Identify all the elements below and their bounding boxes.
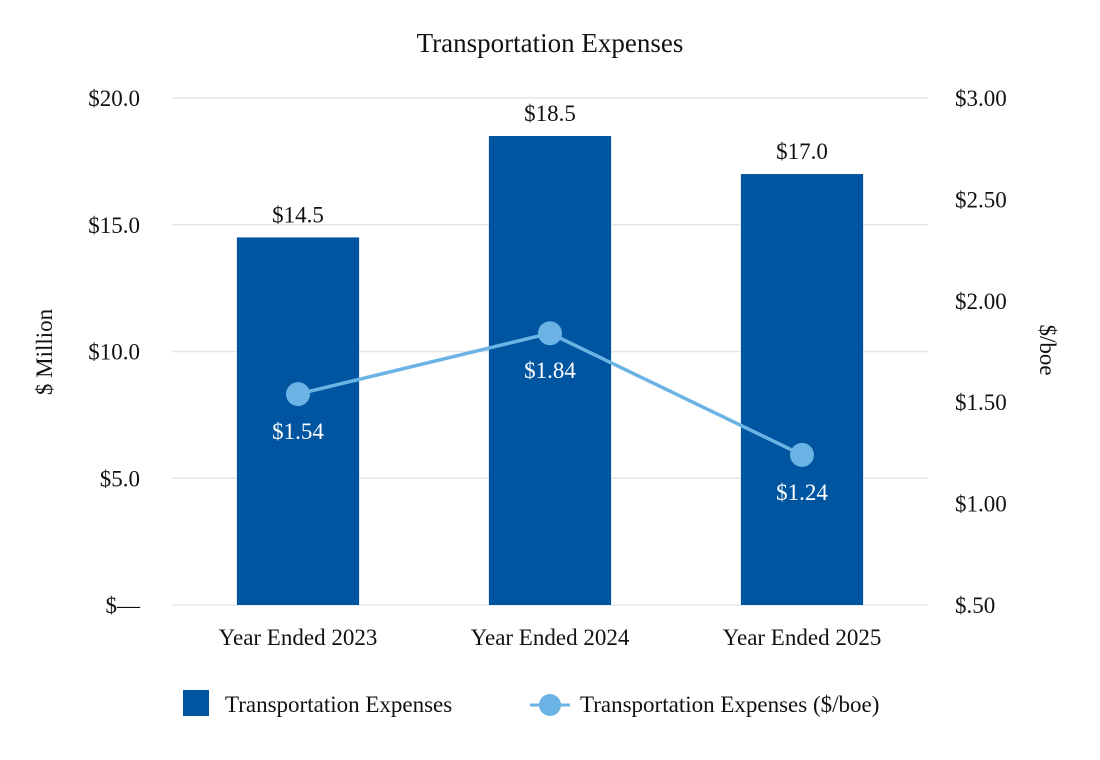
legend: Transportation Expenses Transportation E… bbox=[183, 690, 879, 717]
left-tick-label: $— bbox=[106, 593, 142, 618]
line-series: $1.54 $1.84 $1.24 bbox=[272, 321, 828, 505]
bar-2 bbox=[488, 136, 612, 605]
bar-3 bbox=[740, 174, 864, 606]
right-tick-label: $.50 bbox=[955, 593, 995, 618]
line-point-3 bbox=[790, 442, 814, 467]
left-axis-title: $ Million bbox=[32, 308, 57, 395]
legend-line-label: Transportation Expenses ($/boe) bbox=[580, 692, 879, 717]
left-tick-label: $20.0 bbox=[88, 86, 140, 111]
legend-line-marker bbox=[539, 694, 561, 716]
left-tick-label: $10.0 bbox=[88, 340, 140, 365]
line-data-label: $1.24 bbox=[776, 480, 828, 505]
bar-data-label: $18.5 bbox=[524, 101, 576, 126]
right-axis: $.50 $1.00 $1.50 $2.00 $2.50 $3.00 bbox=[955, 86, 1007, 618]
x-tick-label: Year Ended 2024 bbox=[471, 625, 630, 650]
x-axis: Year Ended 2023 Year Ended 2024 Year Ended… bbox=[219, 625, 882, 650]
right-axis-title: $/boe bbox=[1035, 324, 1060, 375]
line-point-2 bbox=[538, 321, 562, 346]
bar-1 bbox=[236, 237, 360, 606]
bar-data-label: $17.0 bbox=[776, 139, 828, 164]
x-tick-label: Year Ended 2025 bbox=[723, 625, 882, 650]
right-tick-label: $2.50 bbox=[955, 187, 1007, 212]
right-tick-label: $2.00 bbox=[955, 289, 1007, 314]
bars: $14.5 $18.5 $17.0 bbox=[236, 101, 864, 606]
right-tick-label: $1.50 bbox=[955, 390, 1007, 415]
bar-data-label: $14.5 bbox=[272, 202, 324, 227]
right-tick-label: $3.00 bbox=[955, 86, 1007, 111]
right-tick-label: $1.00 bbox=[955, 492, 1007, 517]
legend-bar-swatch bbox=[183, 690, 209, 716]
left-axis: $— $5.0 $10.0 $15.0 $20.0 bbox=[88, 86, 141, 618]
line-data-label: $1.54 bbox=[272, 419, 324, 444]
x-tick-label: Year Ended 2023 bbox=[219, 625, 378, 650]
left-tick-label: $15.0 bbox=[88, 213, 140, 238]
left-tick-label: $5.0 bbox=[100, 466, 140, 491]
chart-title: Transportation Expenses bbox=[417, 28, 684, 58]
legend-bar-label: Transportation Expenses bbox=[225, 692, 452, 717]
line-point-1 bbox=[286, 382, 310, 407]
line-data-label: $1.84 bbox=[524, 358, 576, 383]
